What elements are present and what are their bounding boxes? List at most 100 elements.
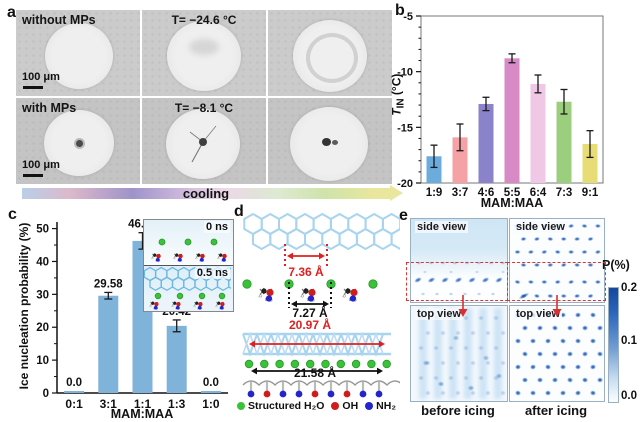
legend-label: Structured H₂O [247, 400, 325, 412]
y-tick-label: 40 [36, 256, 49, 268]
density-dot [544, 390, 552, 396]
micrograph-with-mps-2: T= −8.1 °C [142, 98, 266, 184]
density-dot [490, 292, 496, 296]
density-dot [485, 360, 491, 366]
c-x-axis-label: MAM:MAA [110, 407, 174, 421]
density-dot [520, 236, 527, 242]
lattice-diagonal [354, 333, 370, 358]
density-dot [559, 338, 567, 344]
density-dot [493, 315, 499, 321]
density-streak [464, 308, 472, 399]
x-tick-label: 6:4 [530, 187, 547, 199]
density-dot [589, 390, 597, 396]
density-dot [514, 390, 522, 396]
carbon-atom [197, 253, 201, 257]
density-dot [560, 262, 567, 268]
droplet [167, 21, 241, 91]
density-dot [476, 292, 482, 296]
inner-ring [306, 33, 358, 83]
structured-water-icon [198, 292, 206, 300]
y-tick-label: 30 [36, 289, 49, 301]
density-dot [568, 249, 575, 255]
density-dot [462, 292, 468, 296]
before-icing-label: before icing [421, 403, 495, 418]
roi-arrow-icon [552, 295, 562, 317]
density-dot [594, 279, 601, 285]
arrowhead-icon [291, 300, 297, 308]
bar [64, 391, 85, 393]
nh2-group-icon [375, 390, 383, 398]
oh-atom [198, 301, 203, 307]
inset-0ns-label: 0 ns [203, 221, 230, 233]
oh-atom [154, 301, 159, 307]
density-dot [536, 351, 544, 357]
polymer-molecule-icon [195, 253, 205, 262]
density-dots [418, 308, 506, 399]
structured-water-icon [382, 359, 391, 369]
nh2-atom [349, 295, 357, 302]
side-view-label: side view [415, 221, 468, 233]
density-dot [533, 236, 540, 242]
density-streak [419, 308, 427, 399]
condition-label: without MPs [22, 13, 96, 27]
structured-water-icon [290, 359, 300, 369]
bar [166, 325, 187, 393]
density-dot [581, 279, 588, 285]
density-dot [547, 293, 554, 299]
scalebar-label: 100 μm [22, 159, 60, 171]
nh2-atom [175, 305, 180, 310]
nh2-atom [197, 305, 202, 310]
bar [478, 103, 494, 183]
nh2-group-icon [327, 390, 335, 398]
colorbar-tick-02: 0.2 [621, 282, 637, 294]
carbon-atom [195, 301, 199, 305]
density-dot [448, 375, 454, 381]
density-dot [422, 270, 428, 274]
panel-b-label: b [395, 2, 405, 19]
oh-group-icon [343, 390, 351, 398]
micrograph-with-mps-3 [268, 98, 392, 184]
droplet [293, 20, 367, 92]
legend-item-structured-h2o: Structured H₂O [236, 400, 325, 412]
density-dot [500, 390, 506, 396]
density-dot [470, 360, 476, 366]
density-dot [518, 292, 530, 300]
oh-atom [200, 253, 205, 259]
density-dot [551, 351, 559, 357]
density-streak [479, 308, 487, 399]
density-dot [533, 262, 540, 268]
micrograph-without-mps-1: without MPs 100 μm [16, 10, 140, 96]
density-dot [514, 279, 521, 285]
density-dot [485, 330, 491, 336]
ice-lattice-hexagon [216, 276, 230, 292]
structured-water-icon [351, 359, 361, 369]
density-dot [574, 236, 581, 242]
micrograph-without-mps-3 [268, 10, 392, 96]
lattice-diagonal [284, 331, 300, 355]
microparticle-2 [332, 140, 338, 145]
freeze-texture [189, 39, 219, 55]
density-dot [547, 236, 554, 242]
arrowhead-icon [251, 367, 257, 375]
polymer-molecule-icon [173, 253, 183, 262]
density-dot [594, 249, 601, 255]
density-dot [544, 338, 552, 344]
structured-h2o-icon [236, 402, 245, 410]
e-top-view-after-map: top view [509, 305, 605, 402]
e-top-view-before-map: top view [410, 305, 508, 402]
nh2-group-icon [279, 390, 287, 398]
oh-atom [222, 253, 227, 259]
colorbar-title: P(%) [602, 258, 630, 272]
x-tick-label: 1:1 [134, 397, 152, 411]
lattice-diagonal [284, 333, 300, 358]
density-dot [500, 360, 506, 366]
density-dot [433, 375, 439, 381]
density-dot [440, 360, 446, 366]
ice-lattice-hexagon [252, 227, 272, 251]
nh2-atom [155, 257, 160, 262]
bar [504, 58, 520, 183]
density-dot [425, 390, 431, 396]
bar-value-label: 29.58 [94, 278, 123, 290]
lattice-diagonal [256, 331, 272, 355]
distance-21-58: 21.58 Å [294, 365, 336, 380]
